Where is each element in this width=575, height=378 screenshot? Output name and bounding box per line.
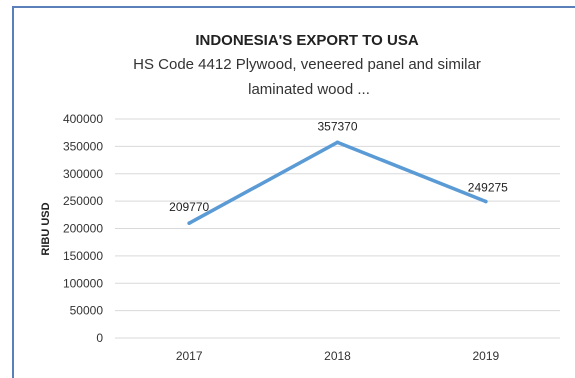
y-axis-label: RIBU USD: [40, 202, 52, 255]
x-tick-labels: 2017 2018 2019: [176, 349, 500, 363]
series-layer: [187, 140, 488, 225]
data-point: [187, 221, 191, 225]
y-tick-labels: 0 50000 100000 150000 200000 250000 300000 3500…: [63, 112, 103, 345]
y-tick-label: 150000: [63, 249, 103, 263]
y-tick-label: 50000: [70, 304, 104, 318]
data-label: 357370: [317, 119, 357, 133]
y-tick-label: 200000: [63, 222, 103, 236]
chart-title: INDONESIA'S EXPORT TO USA: [195, 32, 418, 49]
data-point: [335, 140, 340, 145]
chart-subtitle-line-1: HS Code 4412 Plywood, veneered panel and…: [133, 56, 481, 73]
chart-frame: [12, 6, 575, 378]
x-tick-label: 2017: [176, 349, 203, 363]
data-label: 209770: [169, 200, 209, 214]
data-point: [484, 199, 488, 204]
y-tick-label: 400000: [63, 112, 103, 126]
x-tick-label: 2018: [324, 349, 351, 363]
grid-lines: [115, 118, 560, 339]
y-tick-label: 0: [96, 331, 103, 345]
y-tick-label: 250000: [63, 194, 103, 208]
x-tick-label: 2019: [472, 349, 499, 363]
data-labels: 209770 357370 249275: [169, 119, 508, 214]
y-tick-label: 100000: [63, 276, 103, 290]
data-label: 249275: [468, 181, 508, 195]
y-tick-label: 350000: [63, 139, 103, 153]
chart-subtitle-line-2: laminated wood ...: [248, 81, 370, 98]
series-line: [187, 140, 488, 225]
y-tick-label: 300000: [63, 167, 103, 181]
